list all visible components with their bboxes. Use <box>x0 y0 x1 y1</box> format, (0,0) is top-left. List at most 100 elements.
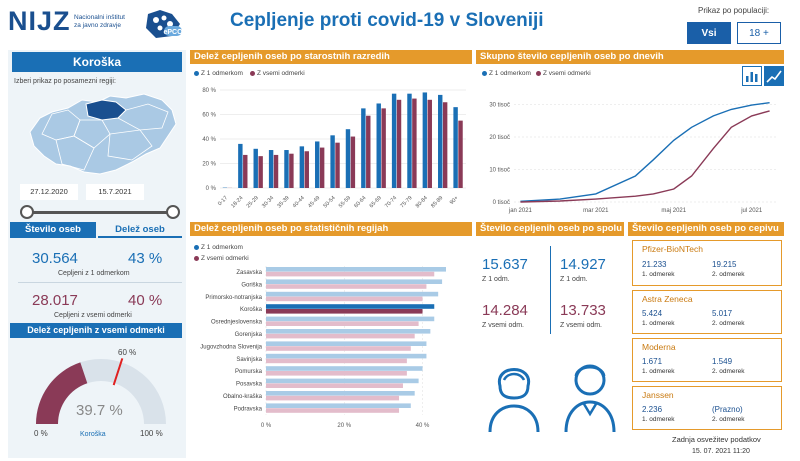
vaccine-card-moderna <box>632 338 782 382</box>
age-bar-dose1 <box>422 92 428 188</box>
region-label: Koroška <box>240 307 263 313</box>
age-bar-dose1 <box>330 135 335 188</box>
time-line-full <box>520 110 770 203</box>
vaccine-dose1-label: 1. odmerek <box>642 271 675 278</box>
x-tick-label: 40 % <box>416 423 430 429</box>
legend-dot-icon <box>250 70 255 76</box>
y-tick-label: 10 tisoč <box>489 168 510 174</box>
time-legend-item-1: Z 1 odmerkom <box>482 70 531 77</box>
age-chart-header: Delež cepljenih oseb po starostnih razre… <box>190 50 472 64</box>
x-tick-label: 75-79 <box>399 195 413 209</box>
vaccine-dose2-label: 2. odmerek <box>712 320 745 327</box>
date-slider-start-handle[interactable] <box>20 205 34 219</box>
region-label: Posavska <box>236 382 263 388</box>
line-chart-toggle-icon[interactable] <box>764 66 784 86</box>
age-bar-dose1 <box>299 146 305 188</box>
dose1-share: 43 % <box>128 250 163 267</box>
y-tick-label: 80 % <box>202 88 216 94</box>
male-dose1-count: 14.927 <box>560 256 606 273</box>
age-legend-label-2: Z vsemi odmerki <box>257 70 305 77</box>
age-bar-full <box>412 98 417 188</box>
x-tick-label: 80-84 <box>415 195 429 209</box>
region-bar-full <box>266 309 423 314</box>
age-bar-dose1 <box>376 103 381 188</box>
tab-count[interactable]: Število oseb <box>10 222 96 238</box>
female-full-count: 14.284 <box>482 302 528 319</box>
vaccine-dose2-label: 2. odmerek <box>712 368 745 375</box>
vaccine-name: Moderna <box>642 342 676 352</box>
x-tick-label: 0-17 <box>217 195 229 207</box>
age-bar-dose1 <box>345 129 351 188</box>
y-tick-label: 0 tisoč <box>493 200 510 206</box>
x-tick-label: 85-89 <box>430 195 444 209</box>
legend-dot-icon <box>482 70 487 76</box>
population-all-button[interactable]: Vsi <box>687 22 731 44</box>
region-label: Osrednjeslovenska <box>211 320 263 326</box>
gauge-region-label: Koroška <box>80 431 106 438</box>
region-bar-dose1 <box>266 353 427 359</box>
gauge-value: 39.7 % <box>76 402 123 419</box>
vaccine-name: Janssen <box>642 390 674 400</box>
svg-text:ePCO: ePCO <box>163 29 183 36</box>
region-legend-item-2: Z vsemi odmerki <box>194 255 249 262</box>
x-tick-label: 0 % <box>261 423 272 429</box>
region-bar-full <box>266 395 400 401</box>
dose1-label: Cepljeni z 1 odmerkom <box>58 270 130 277</box>
population-18plus-button[interactable]: 18 + <box>737 22 781 44</box>
x-tick-label: 90+ <box>449 195 460 206</box>
gender-divider <box>550 246 551 334</box>
region-bar-dose1 <box>266 403 411 408</box>
region-bar-full <box>266 284 427 289</box>
time-legend-label-2: Z vsemi odmerki <box>543 70 591 77</box>
legend-dot-icon <box>536 70 541 76</box>
vaccine-dose1-value: 5.424 <box>642 309 663 318</box>
date-slider-end-handle[interactable] <box>166 205 180 219</box>
logo-subtitle-line2: za javno zdravje <box>74 22 121 29</box>
epco-logo-icon: ePCO <box>142 6 184 42</box>
age-bar-full <box>396 99 402 188</box>
age-bar-dose1 <box>391 93 397 188</box>
gauge-target-marker <box>112 358 124 386</box>
region-label: Podravska <box>234 406 263 412</box>
male-full-count: 13.733 <box>560 302 606 319</box>
tab-share[interactable]: Delež oseb <box>98 222 182 238</box>
date-slider-track[interactable] <box>26 211 174 214</box>
gauge-fill <box>36 362 88 424</box>
time-legend-label-1: Z 1 odmerkom <box>489 70 531 77</box>
vaccine-name: Astra Zeneca <box>642 294 693 304</box>
region-label: Zasavska <box>236 270 262 276</box>
vaccine-card-astrazeneca <box>632 290 782 334</box>
male-dose1-label: Z 1 odm. <box>560 276 588 283</box>
age-bar-full <box>319 147 325 188</box>
region-bar-dose1 <box>266 291 439 297</box>
region-label: Obalno-kraška <box>223 394 263 400</box>
vaccine-dose2-value: 1.549 <box>712 357 733 366</box>
x-tick-label: 45-49 <box>307 195 321 209</box>
time-legend-item-2: Z vsemi odmerki <box>536 70 591 77</box>
slovenia-region-map[interactable] <box>22 90 180 178</box>
female-full-label: Z vsemi odm. <box>482 322 525 329</box>
female-icon <box>484 354 544 434</box>
bar-chart-toggle-icon[interactable] <box>742 66 762 86</box>
date-to-field[interactable]: 15.7.2021 <box>86 184 144 200</box>
full-count: 28.017 <box>32 292 78 309</box>
x-tick-label: 35-39 <box>276 195 290 209</box>
legend-dot-icon <box>194 244 199 250</box>
age-legend-item-1: Z 1 odmerkom <box>194 70 243 77</box>
age-chart: 80 % 60 % 40 % 20 % 0 %0-17 18-24 25-29 30-34 35… <box>202 88 466 209</box>
last-update-value: 15. 07. 2021 11:20 <box>692 448 750 455</box>
x-tick-label: 30-34 <box>261 195 275 209</box>
age-bar-dose1 <box>315 141 320 188</box>
x-tick-label: 65-69 <box>369 195 383 209</box>
vaccine-dose1-value: 1.671 <box>642 357 663 366</box>
age-bar-full <box>366 115 371 188</box>
vaccine-name: Pfizer-BioNTech <box>642 244 703 254</box>
age-bar-full <box>442 102 448 188</box>
date-from-field[interactable]: 27.12.2020 <box>20 184 78 200</box>
region-chart-header: Delež cepljenih oseb po statističnih reg… <box>190 222 472 236</box>
vaccine-dose1-value: 2.236 <box>642 405 663 414</box>
region-bar-full <box>266 371 407 376</box>
region-prompt: Izberi prikaz po posamezni regiji: <box>14 78 116 85</box>
age-bar-full <box>427 99 432 188</box>
